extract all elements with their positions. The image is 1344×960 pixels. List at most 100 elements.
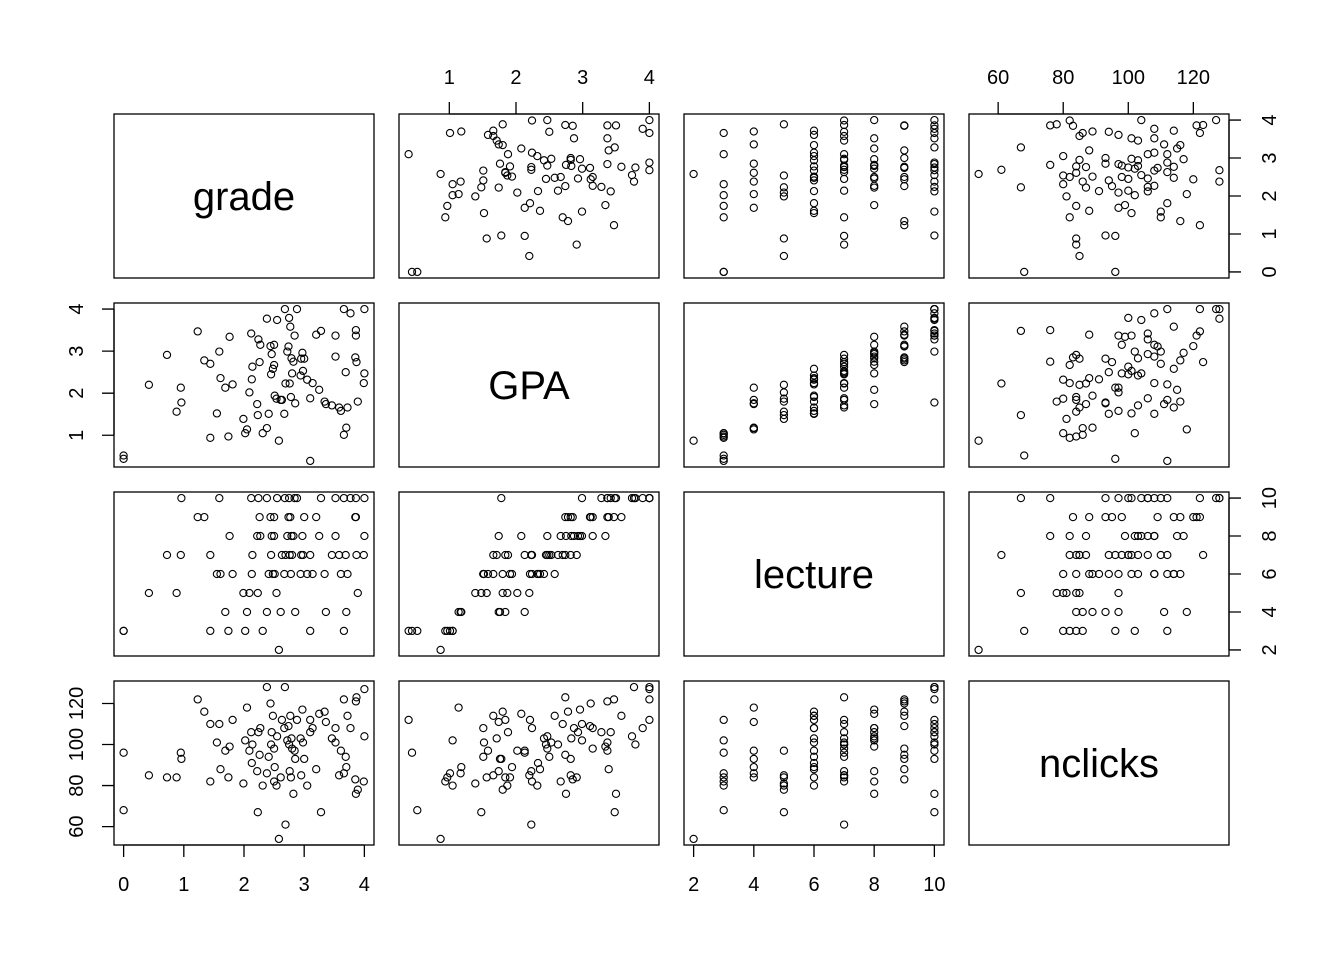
data-point <box>900 697 909 706</box>
data-point <box>809 723 819 733</box>
data-point <box>900 721 909 731</box>
data-point <box>479 166 488 175</box>
data-point <box>489 131 498 141</box>
data-point <box>809 397 819 406</box>
data-point <box>779 120 789 129</box>
panel-frame <box>683 302 945 468</box>
data-point <box>900 175 909 184</box>
data-point <box>339 493 349 503</box>
data-point <box>930 695 939 704</box>
data-point <box>281 550 290 560</box>
data-point <box>569 531 579 541</box>
data-point <box>870 399 879 409</box>
data-point <box>1172 531 1182 541</box>
tick-label-lecture: 4 <box>1259 606 1281 617</box>
tick-label-nclicks: 120 <box>1177 67 1210 89</box>
data-point <box>479 176 488 185</box>
data-point <box>900 216 909 226</box>
data-point <box>749 395 758 405</box>
data-point <box>404 150 413 159</box>
data-point <box>1065 116 1074 125</box>
data-point <box>597 493 606 503</box>
data-point <box>306 715 315 725</box>
data-point <box>930 738 939 747</box>
data-point <box>494 531 503 541</box>
data-point <box>1078 607 1087 617</box>
data-point <box>239 414 248 424</box>
data-point <box>1078 128 1087 138</box>
data-point <box>779 234 789 243</box>
data-point <box>289 789 298 798</box>
data-point <box>162 773 172 782</box>
data-point <box>1081 550 1091 560</box>
data-point <box>283 531 292 541</box>
data-point <box>284 313 294 323</box>
data-point <box>569 723 579 733</box>
data-point <box>1143 493 1152 503</box>
data-point <box>483 569 493 579</box>
data-point <box>1192 121 1201 130</box>
data-point <box>1130 531 1139 541</box>
data-point <box>638 493 647 503</box>
bottom-axis-lecture <box>692 844 936 857</box>
data-point <box>1085 512 1094 522</box>
tick-label-grade: 3 <box>299 874 310 896</box>
data-point <box>267 728 276 737</box>
data-point <box>1124 493 1133 503</box>
data-point <box>603 697 612 706</box>
data-point <box>497 231 506 240</box>
data-point <box>870 369 879 378</box>
data-point <box>1150 148 1159 157</box>
data-point <box>561 531 571 541</box>
data-point <box>267 531 276 541</box>
data-point <box>1062 192 1071 201</box>
data-point <box>1150 531 1159 541</box>
tick-label-lecture: 10 <box>1259 487 1281 509</box>
data-point <box>1159 607 1169 617</box>
data-point <box>930 754 939 764</box>
data-point <box>525 715 535 725</box>
data-point <box>272 493 282 503</box>
data-point <box>839 131 849 141</box>
tick-label-lecture: 6 <box>808 874 819 896</box>
data-point <box>839 231 849 241</box>
data-point <box>719 150 728 159</box>
data-point <box>930 789 939 798</box>
data-point <box>749 399 758 409</box>
data-point <box>588 172 597 182</box>
data-point <box>280 682 290 692</box>
data-point <box>930 163 939 172</box>
data-point <box>1172 385 1182 394</box>
data-point <box>494 607 503 617</box>
data-point <box>809 172 819 181</box>
data-point <box>839 240 849 249</box>
data-point <box>342 607 351 617</box>
data-point <box>177 398 186 407</box>
data-point <box>870 348 879 357</box>
data-point <box>269 340 279 349</box>
data-point <box>300 354 309 363</box>
data-point <box>306 394 315 403</box>
data-point <box>286 711 295 720</box>
data-point <box>1169 162 1178 171</box>
data-point <box>1117 550 1126 560</box>
data-point <box>1046 160 1055 170</box>
data-point <box>572 550 581 560</box>
data-point <box>609 221 619 230</box>
data-point <box>689 834 698 844</box>
data-point <box>870 164 879 173</box>
data-point <box>520 607 529 617</box>
data-point <box>809 176 819 185</box>
data-point <box>839 354 849 363</box>
data-point <box>1133 401 1143 410</box>
data-point <box>316 808 326 817</box>
data-point <box>247 758 256 768</box>
data-point <box>471 192 480 201</box>
data-point <box>930 304 939 314</box>
data-point <box>525 199 535 208</box>
data-point <box>206 433 215 442</box>
variable-label-gpa: GPA <box>488 364 570 408</box>
data-point <box>162 550 172 560</box>
data-point <box>503 150 513 159</box>
data-point <box>1198 550 1208 560</box>
